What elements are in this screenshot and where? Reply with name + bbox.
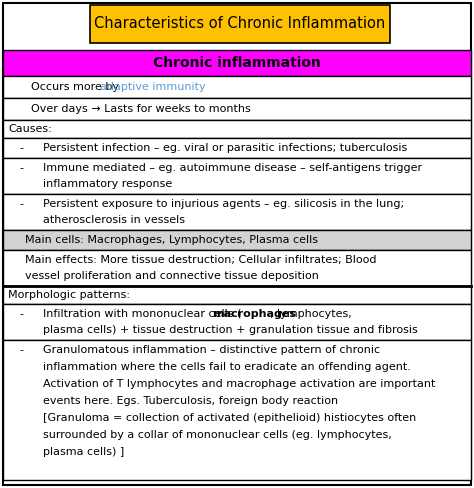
Text: Persistent infection – eg. viral or parasitic infections; tuberculosis: Persistent infection – eg. viral or para… xyxy=(43,143,407,153)
Text: plasma cells) ]: plasma cells) ] xyxy=(43,447,124,457)
Bar xyxy=(3,76,471,98)
Text: atherosclerosis in vessels: atherosclerosis in vessels xyxy=(43,215,185,225)
Text: Occurs more by: Occurs more by xyxy=(31,82,122,92)
Bar xyxy=(3,138,471,158)
Text: -: - xyxy=(19,143,23,153)
Bar xyxy=(3,158,471,194)
Text: inflammation where the cells fail to eradicate an offending agent.: inflammation where the cells fail to era… xyxy=(43,362,411,372)
Text: surrounded by a collar of mononuclear cells (eg. lymphocytes,: surrounded by a collar of mononuclear ce… xyxy=(43,430,392,440)
Bar xyxy=(3,230,471,250)
Text: Infiltration with mononuclear cells (: Infiltration with mononuclear cells ( xyxy=(43,309,241,319)
Bar xyxy=(3,50,471,76)
Text: Immune mediated – eg. autoimmune disease – self-antigens trigger: Immune mediated – eg. autoimmune disease… xyxy=(43,163,422,173)
Text: -: - xyxy=(19,163,23,173)
Text: Activation of T lymphocytes and macrophage activation are important: Activation of T lymphocytes and macropha… xyxy=(43,379,436,389)
Bar xyxy=(3,250,471,286)
Text: Characteristics of Chronic Inflammation: Characteristics of Chronic Inflammation xyxy=(94,17,386,32)
Bar xyxy=(3,340,471,480)
Bar xyxy=(3,120,471,138)
Text: [Granuloma = collection of activated (epithelioid) histiocytes often: [Granuloma = collection of activated (ep… xyxy=(43,413,416,423)
Text: Causes:: Causes: xyxy=(8,124,52,134)
Text: Morphologic patterns:: Morphologic patterns: xyxy=(8,290,130,300)
Text: Persistent exposure to injurious agents – eg. silicosis in the lung;: Persistent exposure to injurious agents … xyxy=(43,199,404,209)
Bar xyxy=(3,98,471,120)
Text: vessel proliferation and connective tissue deposition: vessel proliferation and connective tiss… xyxy=(25,271,319,281)
Bar xyxy=(90,5,390,43)
Text: Main effects: More tissue destruction; Cellular infiltrates; Blood: Main effects: More tissue destruction; C… xyxy=(25,255,376,265)
Text: macrophages: macrophages xyxy=(212,309,296,319)
Bar xyxy=(3,304,471,340)
Text: , lymphocytes,: , lymphocytes, xyxy=(270,309,351,319)
Text: Granulomatous inflammation – distinctive pattern of chronic: Granulomatous inflammation – distinctive… xyxy=(43,345,380,355)
Text: inflammatory response: inflammatory response xyxy=(43,179,172,189)
Text: events here. Egs. Tuberculosis, foreign body reaction: events here. Egs. Tuberculosis, foreign … xyxy=(43,396,338,406)
Text: Over days → Lasts for weeks to months: Over days → Lasts for weeks to months xyxy=(31,104,251,114)
Text: adaptive immunity: adaptive immunity xyxy=(100,82,205,92)
Bar xyxy=(3,286,471,304)
Text: Main cells: Macrophages, Lymphocytes, Plasma cells: Main cells: Macrophages, Lymphocytes, Pl… xyxy=(25,235,318,245)
Text: Chronic inflammation: Chronic inflammation xyxy=(153,56,321,70)
Text: -: - xyxy=(19,345,23,355)
Bar xyxy=(3,194,471,230)
Text: -: - xyxy=(19,199,23,209)
Text: plasma cells) + tissue destruction + granulation tissue and fibrosis: plasma cells) + tissue destruction + gra… xyxy=(43,325,418,335)
Text: -: - xyxy=(19,309,23,319)
